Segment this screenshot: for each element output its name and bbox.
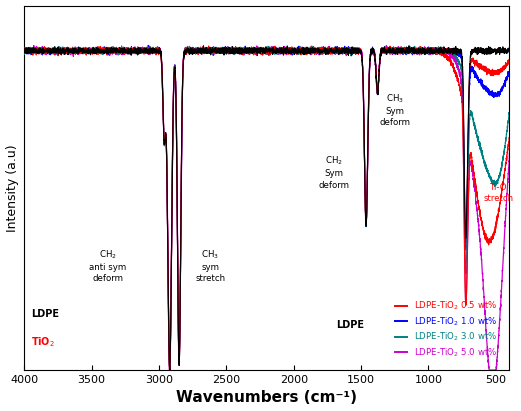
Text: CH$_3$
sym
stretch: CH$_3$ sym stretch	[195, 249, 225, 283]
X-axis label: Wavenumbers (cm⁻¹): Wavenumbers (cm⁻¹)	[176, 390, 357, 405]
Text: TiO$_2$: TiO$_2$	[31, 335, 55, 349]
Text: CH$_3$
Sym
deform: CH$_3$ Sym deform	[379, 92, 410, 127]
Text: LDPE: LDPE	[336, 320, 364, 330]
Legend: LDPE-TiO$_2$ 0.5 wt%, LDPE-TiO$_2$ 1.0 wt%, LDPE-TiO$_2$ 3.0 wt%, LDPE-TiO$_2$ 5: LDPE-TiO$_2$ 0.5 wt%, LDPE-TiO$_2$ 1.0 w…	[392, 296, 500, 362]
Text: LDPE: LDPE	[31, 309, 59, 319]
Y-axis label: Intensity (a.u): Intensity (a.u)	[6, 144, 19, 232]
Text: CH$_2$
anti sym
deform: CH$_2$ anti sym deform	[89, 249, 126, 283]
Text: CH$_2$
Sym
deform: CH$_2$ Sym deform	[319, 155, 350, 189]
Text: Ti-O
stretch: Ti-O stretch	[483, 183, 514, 203]
